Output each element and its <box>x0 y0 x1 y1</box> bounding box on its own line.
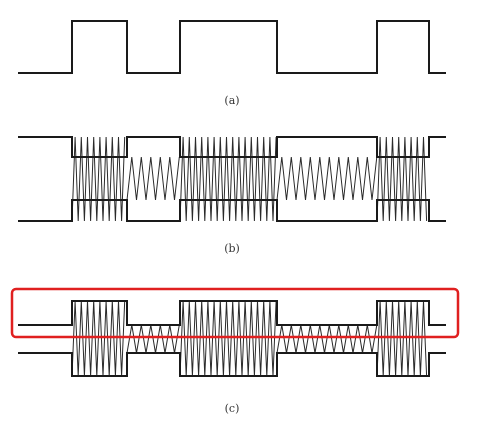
carrier-segment <box>376 300 428 377</box>
panel-a-square-wave: (a) <box>18 20 446 107</box>
lower-envelope-b <box>18 199 446 222</box>
carrier-segment <box>179 136 277 222</box>
carrier-segment <box>126 324 180 354</box>
carrier-segment <box>376 136 428 222</box>
carrier-segment <box>126 156 180 201</box>
carrier-segment <box>71 136 126 222</box>
carrier-segment <box>179 300 277 377</box>
square-wave-signal <box>18 20 446 74</box>
carrier-b <box>71 136 428 222</box>
lower-envelope-c <box>18 352 446 377</box>
carrier-c <box>71 300 428 377</box>
carrier-segment <box>276 324 378 354</box>
caption-a: (a) <box>224 94 239 107</box>
carrier-segment <box>71 300 126 377</box>
upper-envelope-c <box>18 300 446 326</box>
carrier-segment <box>276 156 378 201</box>
upper-envelope-b <box>18 136 446 158</box>
panel-c-modulated-wave: (c) <box>10 287 460 415</box>
panel-b-modulated-wave: (b) <box>18 136 446 255</box>
caption-b: (b) <box>224 242 240 255</box>
caption-c: (c) <box>225 402 240 415</box>
highlight-box <box>10 287 460 339</box>
